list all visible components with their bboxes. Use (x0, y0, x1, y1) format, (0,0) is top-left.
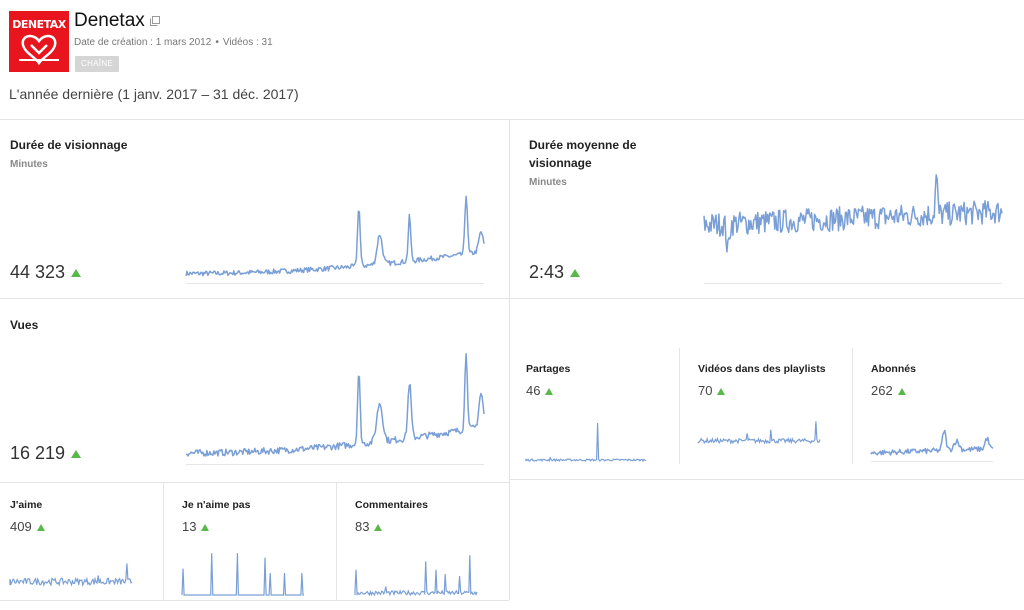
sparkline-avg-duration (703, 174, 1003, 284)
divider (509, 119, 510, 600)
logo-emblem-icon (19, 34, 59, 66)
sparkline-path (697, 421, 821, 445)
sparkline-likes (9, 563, 133, 587)
trend-up-icon (374, 524, 383, 531)
card-title: Vues (10, 318, 39, 332)
metric-value: 44 323 (10, 262, 82, 283)
card-unit: Minutes (529, 177, 567, 188)
card-title: Durée de visionnage (10, 138, 128, 152)
trend-up-icon (570, 269, 581, 277)
trend-up-icon (201, 524, 210, 531)
divider (509, 479, 1024, 480)
metric-value: 2:43 (529, 262, 581, 283)
metric-value: 70 (698, 383, 726, 398)
sparkline-path (9, 563, 133, 587)
period-label: L'année dernière (1 janv. 2017 – 31 déc.… (9, 86, 299, 102)
sparkline-path (185, 353, 485, 457)
card-title: J'aime (10, 499, 43, 511)
sparkline-path (181, 553, 304, 596)
video-count: Vidéos : 31 (222, 37, 273, 48)
creation-date: Date de création : 1 mars 2012 (74, 37, 212, 48)
sparkline-path (525, 422, 647, 463)
sparkline-dislikes (181, 553, 304, 596)
card-title-line2: visionnage (529, 156, 592, 170)
card-title: Vidéos dans des playlists (698, 363, 826, 375)
card-title-line1: Durée moyenne de (529, 138, 637, 152)
metric-value: 409 (10, 519, 45, 534)
card-title: Je n'aime pas (182, 499, 251, 511)
metric-value: 262 (871, 383, 906, 398)
sparkline-playlist-videos (697, 421, 821, 445)
divider (163, 482, 164, 600)
sparkline-comments (354, 555, 478, 597)
metric-value: 83 (355, 519, 383, 534)
card-title: Abonnés (871, 363, 916, 375)
trend-up-icon (717, 388, 726, 395)
metric-value: 46 (526, 383, 554, 398)
channel-chip: CHAÎNE (75, 56, 120, 72)
sparkline-path (703, 174, 1003, 253)
trend-up-icon (545, 388, 554, 395)
sparkline-path (354, 555, 478, 597)
sparkline-watch-time (185, 195, 485, 284)
channel-name[interactable]: Denetax (74, 10, 145, 31)
trend-up-icon (36, 524, 45, 531)
sparkline-path (185, 195, 485, 277)
divider (0, 119, 1024, 120)
card-unit: Minutes (10, 159, 48, 170)
channel-meta: Date de création : 1 mars 2012 • Vidéos : … (74, 37, 273, 48)
divider (679, 348, 680, 464)
card-title: Commentaires (355, 499, 428, 511)
sparkline-subscribers (870, 429, 994, 462)
trend-up-icon (897, 388, 906, 395)
divider (336, 482, 337, 600)
copy-link-icon[interactable] (150, 16, 160, 26)
sparkline-shares (525, 422, 647, 463)
logo-text: DENETAX (12, 18, 66, 31)
divider (852, 348, 853, 464)
sparkline-path (870, 429, 994, 456)
trend-up-icon (71, 269, 82, 277)
divider (0, 600, 509, 601)
divider (0, 298, 1024, 299)
sparkline-views (185, 353, 485, 465)
metric-value: 16 219 (10, 443, 82, 464)
trend-up-icon (71, 450, 82, 458)
channel-logo: DENETAX (9, 11, 69, 72)
card-title: Partages (526, 363, 571, 375)
divider (0, 482, 509, 483)
metric-value: 13 (182, 519, 210, 534)
